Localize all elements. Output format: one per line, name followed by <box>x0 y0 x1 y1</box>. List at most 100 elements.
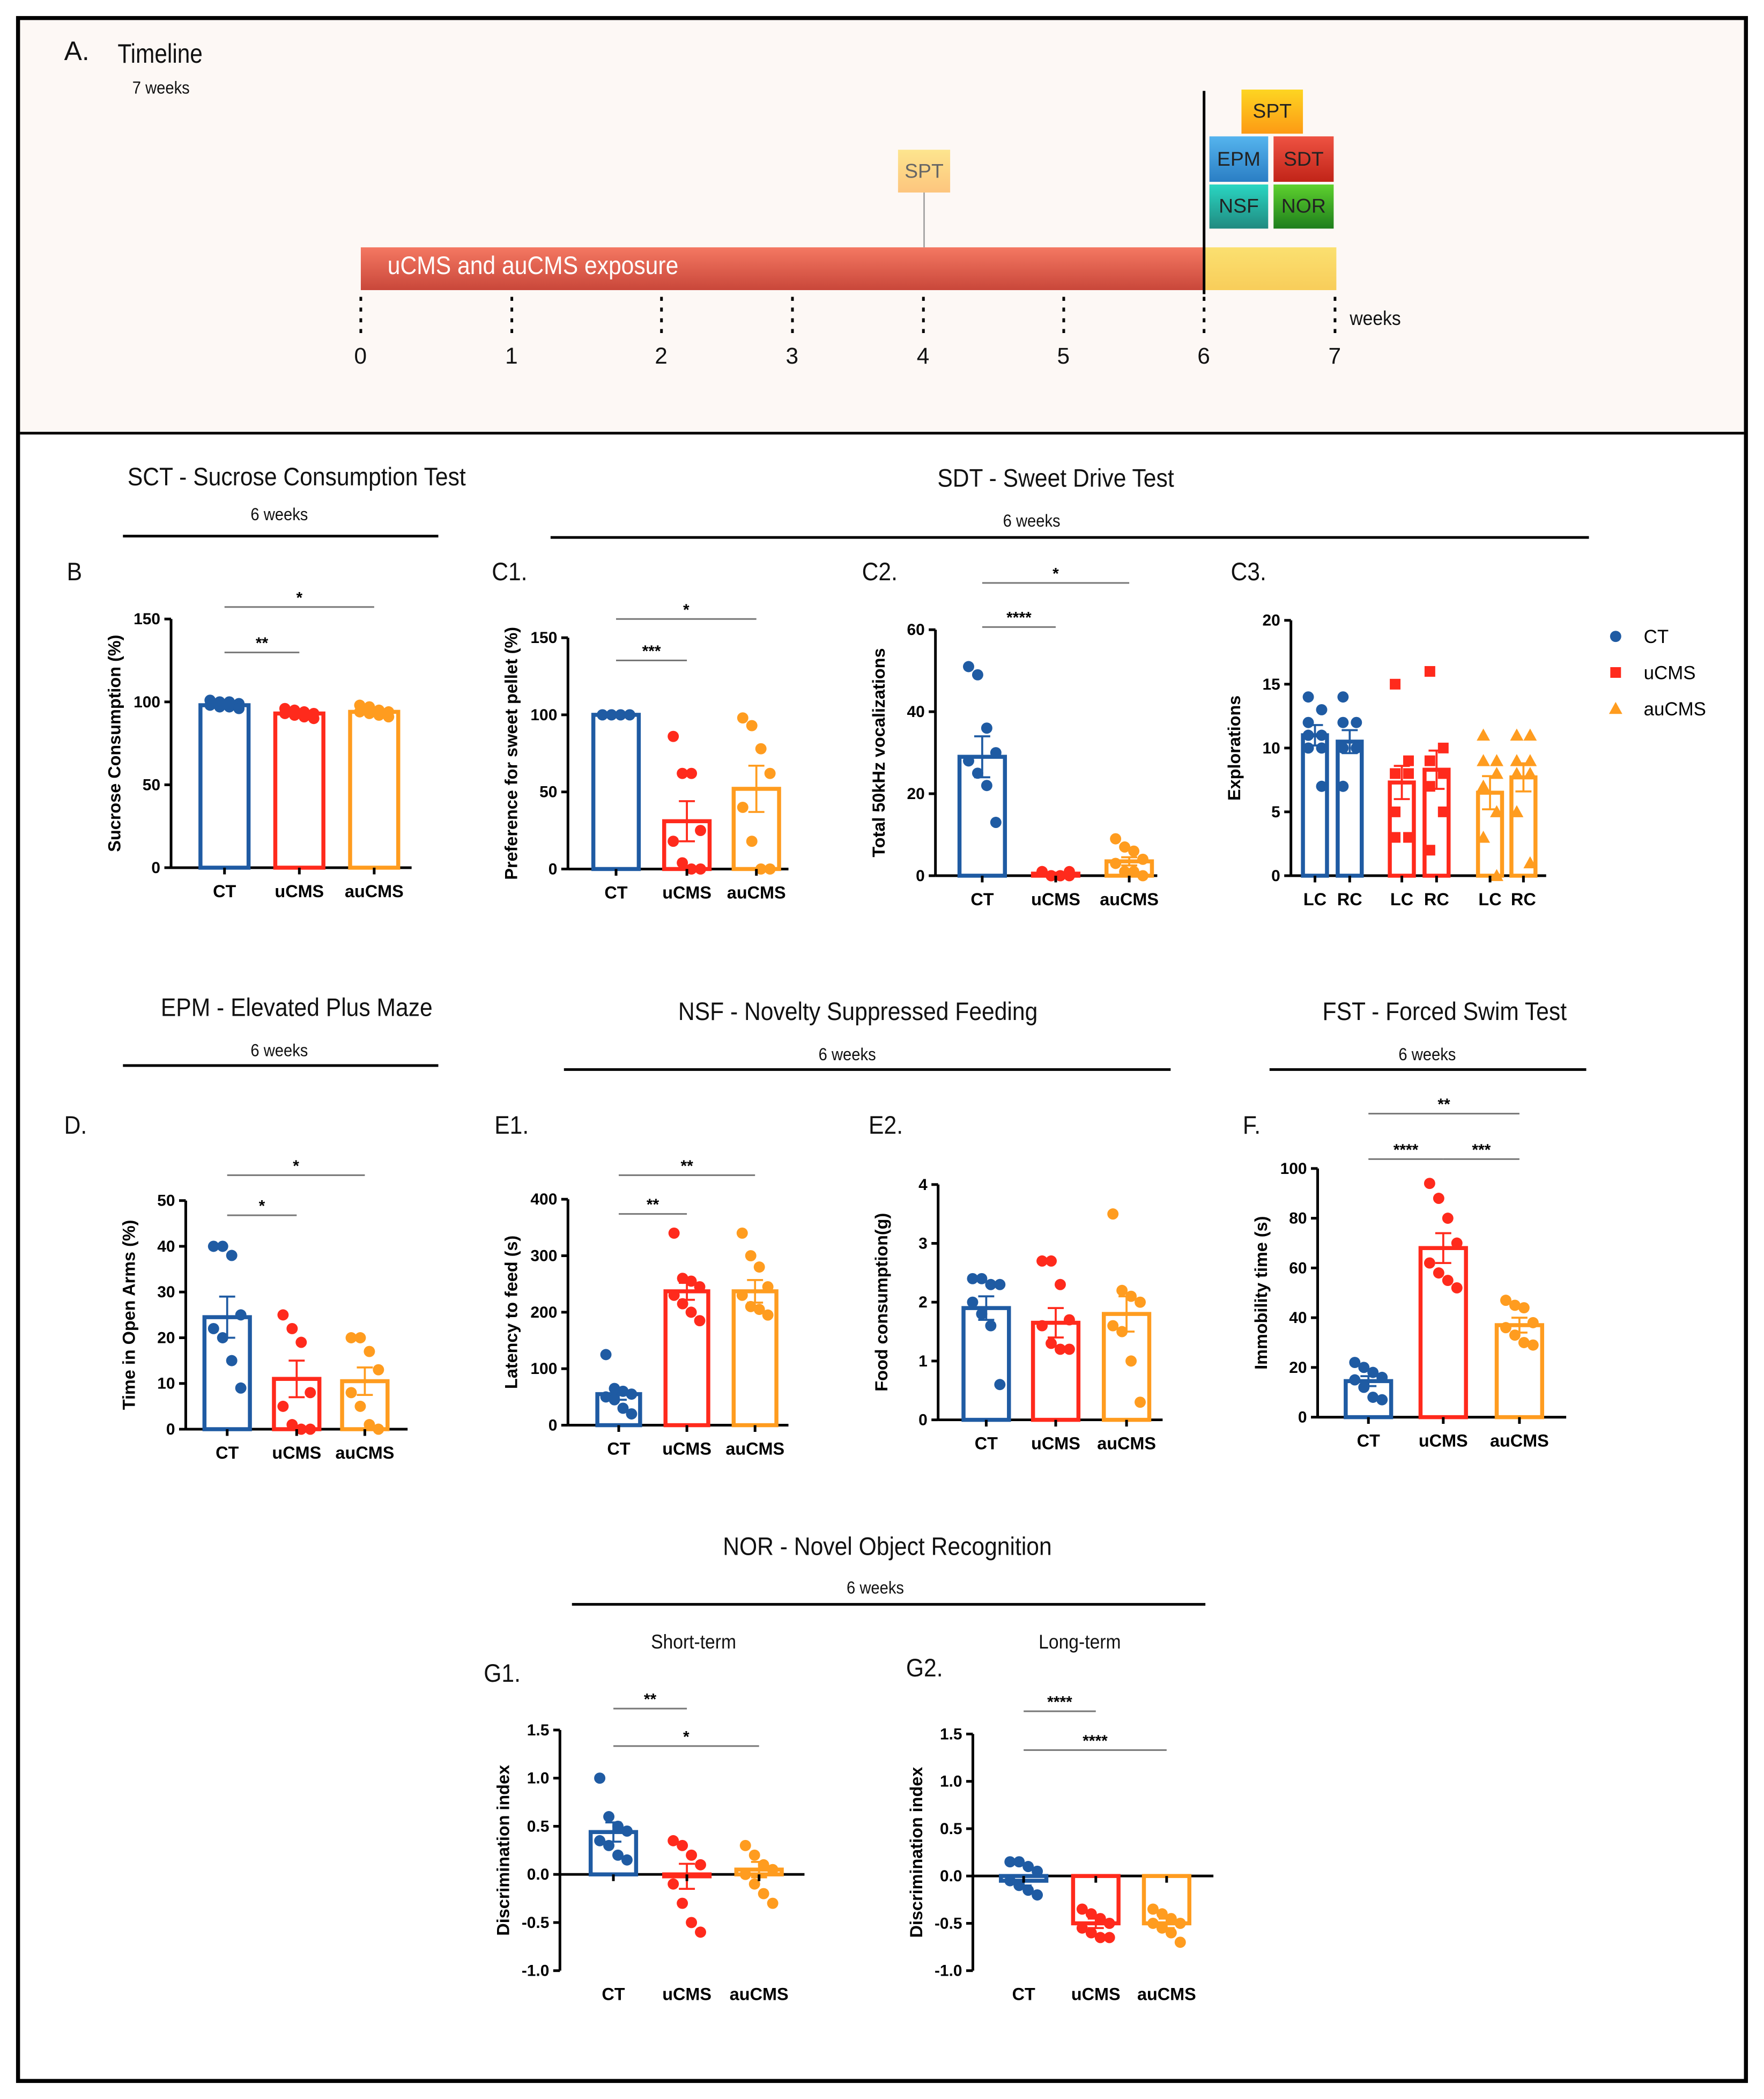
significance-label: ** <box>644 1691 657 1709</box>
y-tick-label: 0.0 <box>940 1867 962 1885</box>
panel-label-e2: E2. <box>869 1112 903 1141</box>
timeline-tick-2: 2 <box>655 343 668 369</box>
data-point <box>224 701 235 713</box>
data-point <box>1349 1357 1361 1369</box>
data-point <box>1076 1903 1088 1915</box>
data-point <box>972 767 983 779</box>
y-tick-label: 80 <box>1289 1210 1307 1228</box>
data-point <box>748 1849 760 1861</box>
data-point <box>1128 845 1140 857</box>
data-point <box>288 709 300 721</box>
timeline-tick-dots <box>791 297 794 335</box>
data-point <box>1510 754 1524 766</box>
x-tick-label: LC <box>1303 890 1326 909</box>
y-tick-label: 0 <box>549 1417 558 1435</box>
data-point <box>603 1811 615 1822</box>
x-tick-label: uCMS <box>662 1439 711 1458</box>
significance-label: * <box>293 1157 299 1175</box>
data-point <box>1337 780 1349 792</box>
data-point <box>1094 1932 1106 1943</box>
timeline-tick-7: 7 <box>1328 343 1341 369</box>
data-point <box>1316 780 1328 792</box>
data-point <box>1424 755 1435 766</box>
data-point <box>354 1400 366 1412</box>
data-point <box>677 767 688 779</box>
y-tick-label: 20 <box>1262 612 1280 630</box>
data-point <box>277 1309 289 1321</box>
panel-label-a: A. <box>64 37 90 67</box>
y-tick-label: 10 <box>157 1375 175 1393</box>
data-point <box>277 1400 289 1412</box>
legend-label: auCMS <box>1644 699 1706 720</box>
data-point <box>1500 1322 1511 1334</box>
bar-group-ct <box>588 1772 639 1876</box>
data-point <box>1358 1381 1370 1393</box>
epm-box: EPM <box>1209 136 1269 182</box>
data-point <box>1055 870 1066 882</box>
y-tick-label: 100 <box>134 693 160 711</box>
data-point <box>1527 1339 1539 1351</box>
y-tick-label: 3 <box>918 1235 928 1252</box>
data-point <box>1063 866 1075 877</box>
data-point <box>1147 1917 1159 1929</box>
data-point <box>1302 729 1314 741</box>
significance-label: * <box>683 1728 690 1746</box>
bar-group-ct <box>1301 691 1329 878</box>
data-point <box>1110 858 1122 869</box>
data-point <box>1055 1343 1066 1355</box>
bar <box>1301 733 1329 878</box>
data-point <box>364 1419 375 1430</box>
data-point <box>1085 1908 1097 1920</box>
data-point <box>1316 704 1328 715</box>
data-point <box>1477 728 1491 741</box>
y-axis-label: Discrimination index <box>494 1765 513 1936</box>
data-point <box>1022 1861 1034 1872</box>
data-point <box>1424 1178 1435 1189</box>
timeline-tick-1: 1 <box>505 343 518 369</box>
data-point <box>1004 1875 1016 1887</box>
y-tick-label: 10 <box>1262 740 1280 757</box>
data-point <box>1337 742 1349 754</box>
data-point <box>1107 1320 1119 1332</box>
timeline-tick-dots <box>922 297 925 335</box>
data-point <box>1424 845 1435 856</box>
data-point <box>617 1385 629 1397</box>
fst-rule <box>1269 1068 1587 1071</box>
significance-label: ** <box>256 634 269 652</box>
weeks-unit: weeks <box>1350 307 1401 330</box>
spt-connector <box>923 192 925 248</box>
data-point <box>739 1868 751 1880</box>
nor-rule <box>572 1603 1206 1606</box>
data-point <box>354 1332 366 1343</box>
data-point <box>383 711 395 723</box>
data-point <box>204 699 216 711</box>
bar-group-ucms <box>663 1227 710 1428</box>
significance-label: ** <box>1437 1096 1450 1113</box>
x-tick-label: auCMS <box>1100 890 1159 909</box>
bar-group-aucms <box>340 1332 390 1435</box>
x-tick-label: auCMS <box>1097 1433 1156 1453</box>
bar-group-ucms <box>1031 1255 1081 1422</box>
testing-bar <box>1204 247 1337 290</box>
y-tick-label: 100 <box>530 1360 557 1378</box>
x-tick-label: auCMS <box>345 882 404 901</box>
legend: CT uCMS auCMS <box>1609 626 1706 720</box>
timeline-tick-4: 4 <box>916 343 930 369</box>
y-tick-label: 150 <box>530 629 557 647</box>
nor-duration: 6 weeks <box>847 1577 905 1598</box>
data-point <box>364 707 375 719</box>
data-point <box>677 1897 688 1909</box>
significance-label: **** <box>1006 609 1032 627</box>
data-point <box>994 1379 1006 1391</box>
data-point <box>994 1278 1006 1290</box>
data-point <box>626 1388 638 1400</box>
data-point <box>600 1391 612 1403</box>
y-axis-label: Time in Open Arms (%) <box>120 1220 139 1410</box>
data-point <box>1046 1255 1057 1267</box>
data-point <box>1135 1296 1146 1308</box>
bar-group-ct <box>198 694 251 870</box>
chart-e1: 0 100 200 300 400 Latency to feed (s) CT uCMS au… <box>502 1157 789 1458</box>
x-tick-label: CT <box>216 1443 239 1462</box>
